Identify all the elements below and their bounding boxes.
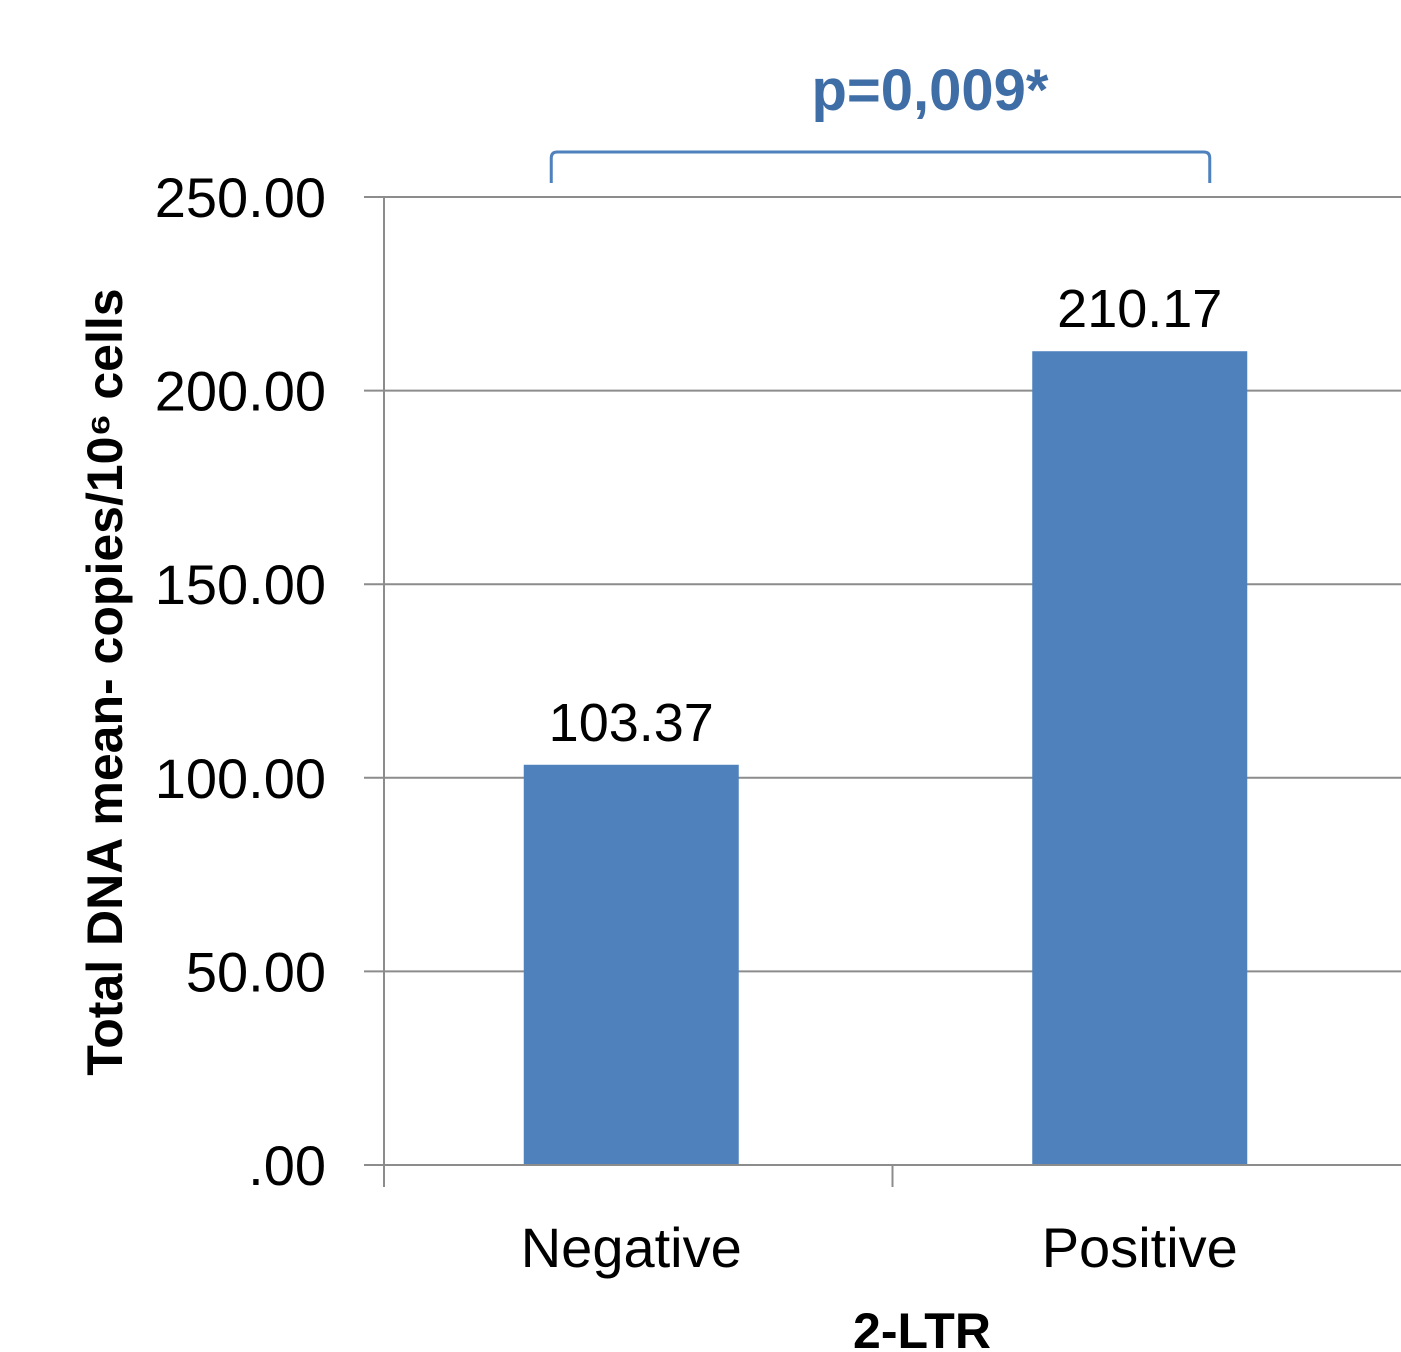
x-axis-title: 2-LTR [853,1303,991,1352]
y-tick-label: 100.00 [155,747,326,810]
y-axis-title: Total DNA mean- copies/10⁶ cells [77,288,133,1075]
data-label-positive: 210.17 [1057,279,1222,339]
category-label-negative: Negative [521,1216,742,1279]
y-tick-label: 200.00 [155,360,326,423]
y-tick-label: .00 [248,1134,326,1197]
labels: .00 50.00 100.00 150.00 200.00 250.00 103.37 Ne… [155,166,1238,1279]
data-label-negative: 103.37 [549,693,714,753]
y-tick-label: 50.00 [186,940,326,1003]
y-tick-label: 150.00 [155,553,326,616]
bars [523,351,1248,1165]
bar-positive [1032,351,1248,1165]
significance-bracket [549,150,1212,183]
bar-negative [523,764,739,1165]
significance-label: p=0,009* [811,58,1048,123]
axes [364,196,1401,1187]
category-label-positive: Positive [1042,1216,1238,1279]
y-tick-label: 250.00 [155,166,326,229]
